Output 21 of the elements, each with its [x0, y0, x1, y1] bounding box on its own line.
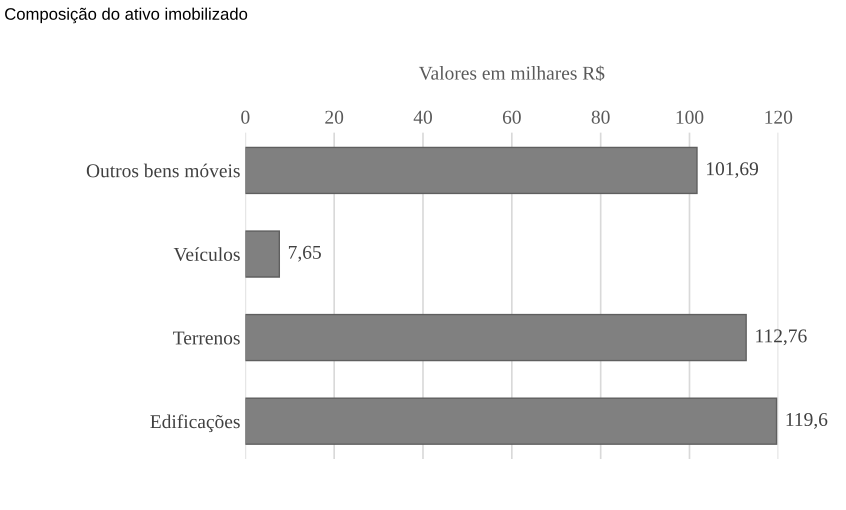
- bar: [245, 230, 280, 278]
- x-tick-label: 80: [592, 110, 610, 124]
- y-tick-label: Outros bens móveis: [86, 164, 240, 178]
- bar: [245, 314, 747, 362]
- bar: [245, 397, 778, 445]
- data-label: 101,69: [707, 162, 758, 178]
- data-label: 7,65: [288, 246, 321, 262]
- y-tick-label: Veículos: [174, 247, 240, 262]
- data-label: 112,76: [756, 329, 807, 346]
- x-axis-title: Valores em milhares R$: [418, 65, 604, 82]
- x-tick-label: 0: [241, 110, 250, 124]
- bar: [245, 146, 698, 194]
- x-tick-label: 100: [676, 110, 704, 124]
- x-tick-label: 120: [765, 110, 792, 124]
- y-tick-label: Edificações: [150, 414, 240, 432]
- chart-title: Composição do ativo imobilizado: [5, 8, 248, 24]
- y-tick-label: Terrenos: [173, 332, 240, 345]
- x-tick-label: 40: [414, 110, 432, 124]
- x-tick-label: 20: [325, 110, 344, 124]
- x-tick-label: 60: [502, 110, 521, 124]
- data-label: 119,6: [786, 412, 828, 429]
